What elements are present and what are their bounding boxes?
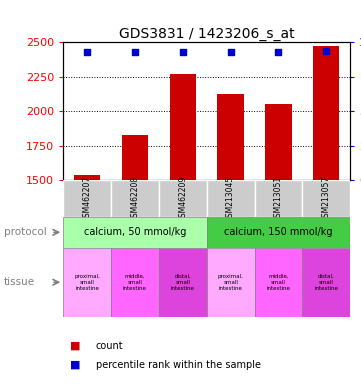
Bar <box>255 248 302 317</box>
Text: calcium, 50 mmol/kg: calcium, 50 mmol/kg <box>84 227 186 237</box>
Bar <box>159 248 206 317</box>
Point <box>180 49 186 55</box>
Text: GSM462207: GSM462207 <box>83 175 92 222</box>
Bar <box>159 180 206 217</box>
Text: GSM213057: GSM213057 <box>322 175 331 222</box>
Text: calcium, 150 mmol/kg: calcium, 150 mmol/kg <box>224 227 333 237</box>
Bar <box>206 248 255 317</box>
Bar <box>122 135 148 180</box>
Point <box>228 49 234 55</box>
Bar <box>63 217 206 248</box>
Text: middle,
small
intestine: middle, small intestine <box>123 274 147 291</box>
Text: ■: ■ <box>70 360 81 370</box>
Bar <box>206 180 255 217</box>
Bar <box>206 217 350 248</box>
Bar <box>265 104 292 180</box>
Bar <box>313 46 339 180</box>
Bar <box>217 94 244 180</box>
Bar <box>111 248 159 317</box>
Text: distal,
small
intestine: distal, small intestine <box>171 274 195 291</box>
Text: GSM213045: GSM213045 <box>226 175 235 222</box>
Text: GSM462208: GSM462208 <box>130 175 139 222</box>
Title: GDS3831 / 1423206_s_at: GDS3831 / 1423206_s_at <box>119 27 295 41</box>
Text: GSM462209: GSM462209 <box>178 175 187 222</box>
Point <box>84 49 90 55</box>
Point <box>323 48 329 54</box>
Bar <box>111 180 159 217</box>
Bar <box>74 175 100 180</box>
Text: tissue: tissue <box>4 277 35 287</box>
Text: percentile rank within the sample: percentile rank within the sample <box>96 360 261 370</box>
Text: protocol: protocol <box>4 227 46 237</box>
Bar <box>63 248 111 317</box>
Point <box>275 49 281 55</box>
Text: distal,
small
intestine: distal, small intestine <box>314 274 338 291</box>
Text: middle,
small
intestine: middle, small intestine <box>266 274 290 291</box>
Text: ■: ■ <box>70 341 81 351</box>
Bar <box>63 180 111 217</box>
Point <box>132 49 138 55</box>
Bar <box>170 74 196 180</box>
Text: count: count <box>96 341 123 351</box>
Bar <box>302 248 350 317</box>
Bar <box>302 180 350 217</box>
Text: proximal,
small
intestine: proximal, small intestine <box>218 274 244 291</box>
Text: proximal,
small
intestine: proximal, small intestine <box>74 274 100 291</box>
Text: GSM213051: GSM213051 <box>274 175 283 222</box>
Bar <box>255 180 302 217</box>
